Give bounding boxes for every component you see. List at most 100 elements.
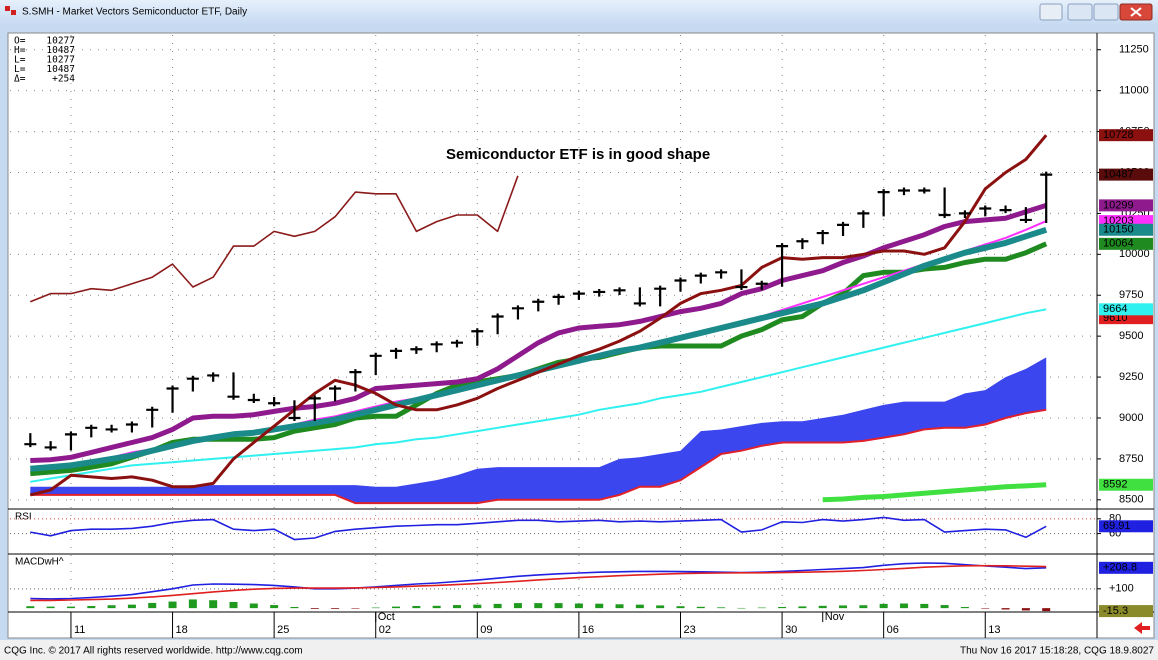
- price-bar: [857, 210, 870, 228]
- x-tick-label: 09: [480, 624, 492, 636]
- histogram-bar: [595, 603, 604, 609]
- app-icon: [11, 10, 16, 15]
- y-tick-label: 10000: [1119, 248, 1150, 260]
- panel-label: RSI: [15, 512, 32, 523]
- price-bar: [1040, 171, 1053, 223]
- price-bar: [633, 287, 646, 307]
- x-tick-label: 02: [379, 624, 391, 636]
- y-tick-label: 8500: [1119, 494, 1143, 506]
- histogram-bar: [127, 604, 136, 609]
- histogram-bar: [1021, 608, 1030, 611]
- price-bar: [186, 375, 199, 392]
- histogram-bar: [168, 601, 177, 609]
- histogram-bar: [432, 605, 441, 609]
- histogram-bar: [66, 606, 75, 609]
- indicator-line: [30, 562, 1047, 600]
- histogram-bar: [371, 607, 380, 609]
- histogram-bar: [270, 605, 279, 609]
- histogram-bar: [676, 606, 685, 609]
- price-bar: [288, 400, 301, 421]
- histogram-bar: [656, 605, 665, 609]
- y-tick-label: 9250: [1119, 371, 1143, 383]
- price-label: 10487: [1103, 169, 1134, 181]
- status-bar: [0, 640, 1158, 660]
- histogram-bar: [920, 603, 929, 609]
- readout-value: 10487: [46, 64, 75, 75]
- minimize-button[interactable]: [1067, 3, 1093, 21]
- price-bar: [918, 187, 931, 194]
- price-label-box: [1099, 478, 1153, 491]
- readout-label: Δ=: [14, 74, 26, 85]
- histogram-bar: [46, 606, 55, 609]
- maximize-button[interactable]: [1093, 3, 1119, 21]
- ma-line: [30, 226, 1048, 472]
- price-bar: [796, 238, 809, 250]
- histogram-bar: [778, 606, 787, 609]
- ma-line: [30, 308, 1047, 483]
- price-bar: [735, 269, 748, 291]
- histogram-bar: [615, 604, 624, 609]
- price-label-box: [1099, 561, 1153, 574]
- readout-value: 10277: [46, 55, 75, 66]
- price-bar: [410, 346, 423, 354]
- histogram-bar: [229, 601, 238, 609]
- price-bar: [776, 243, 789, 287]
- readout-value: 10487: [46, 45, 75, 56]
- histogram-bar: [493, 603, 502, 609]
- histogram-bar: [737, 607, 746, 609]
- ma-line: [822, 482, 1047, 503]
- y-tick-label: 9000: [1119, 412, 1143, 424]
- footer-right: Thu Nov 16 2017 15:18:28, CQG 18.9.8027: [960, 646, 1154, 657]
- window-title: S.SMH - Market Vectors Semiconductor ETF…: [22, 7, 247, 18]
- histogram-bar: [534, 603, 543, 609]
- price-label: 10728: [1103, 129, 1134, 141]
- price-label: 9664: [1103, 303, 1127, 315]
- y-tick-label: +100: [1109, 583, 1134, 595]
- readout-label: H=: [14, 45, 26, 56]
- price-bar: [64, 431, 77, 451]
- price-bar: [552, 293, 565, 305]
- footer-left: CQG Inc. © 2017 All rights reserved worl…: [4, 646, 303, 657]
- histogram-bar: [798, 606, 807, 609]
- histogram-bar: [331, 608, 340, 609]
- price-label: +208.8: [1103, 562, 1137, 574]
- x-tick-label: 23: [683, 624, 695, 636]
- price-bar: [532, 298, 545, 312]
- price-bar: [125, 421, 138, 433]
- price-bar: [491, 313, 504, 335]
- histogram-bar: [1001, 608, 1010, 610]
- histogram-bar: [310, 608, 319, 609]
- histogram-bar: [554, 603, 563, 609]
- price-bar: [1019, 207, 1032, 223]
- price-label-box: [1099, 199, 1153, 212]
- price-bar: [654, 285, 667, 307]
- histogram-bar: [1042, 608, 1051, 612]
- scroll-arrow[interactable]: [1134, 622, 1150, 634]
- price-bar: [44, 441, 57, 451]
- month-label: Nov: [825, 611, 845, 623]
- histogram-bar: [839, 605, 848, 609]
- link-button[interactable]: [1039, 3, 1063, 21]
- histogram-bar: [960, 606, 969, 609]
- price-bar: [146, 406, 159, 428]
- price-bar: [694, 272, 707, 284]
- x-tick-label: 18: [176, 624, 188, 636]
- price-bar: [979, 205, 992, 217]
- price-bar: [247, 393, 260, 403]
- histogram-bar: [473, 604, 482, 609]
- cloud-lower-line: [30, 408, 1047, 505]
- price-label-box: [1099, 303, 1153, 316]
- price-bar: [471, 328, 484, 346]
- price-label: -15.3: [1103, 605, 1128, 617]
- price-label: 69.91: [1103, 520, 1131, 532]
- histogram-bar: [717, 607, 726, 609]
- price-bar: [715, 269, 728, 279]
- indicator-line: [30, 516, 1047, 541]
- price-bar: [268, 396, 281, 407]
- y-tick-label: 8750: [1119, 453, 1143, 465]
- price-bar: [572, 290, 585, 300]
- histogram-bar: [148, 602, 157, 609]
- x-tick-label: 11: [74, 624, 85, 636]
- histogram-bar: [879, 603, 888, 609]
